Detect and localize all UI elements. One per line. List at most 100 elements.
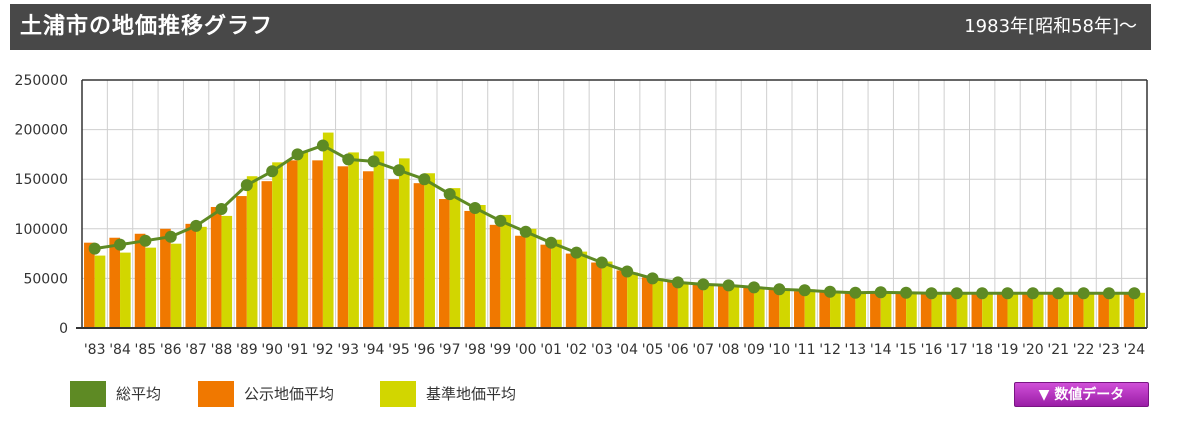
bar-public: [489, 224, 501, 328]
x-tick-label: '19: [997, 342, 1019, 358]
bar-public: [895, 293, 907, 328]
bar-standard: [1058, 292, 1069, 328]
numeric-data-button[interactable]: ▼ 数値データ: [1014, 382, 1149, 407]
x-tick-label: '06: [667, 342, 689, 358]
point-total-average: [316, 139, 329, 152]
bar-public: [794, 291, 805, 328]
bar-standard: [627, 272, 638, 328]
x-tick-label: '84: [109, 342, 131, 358]
x-tick-label: '95: [388, 342, 410, 358]
x-tick-label: '97: [439, 342, 461, 358]
point-total-average: [976, 287, 989, 300]
x-tick-label: '93: [337, 342, 359, 358]
point-total-average: [190, 219, 203, 232]
x-tick-label: '17: [946, 342, 968, 358]
bar-standard: [398, 158, 410, 328]
bar-standard: [779, 288, 790, 328]
bar-public: [515, 235, 526, 328]
x-tick-label: '04: [616, 342, 638, 358]
bar-standard: [500, 214, 512, 328]
x-tick-label: '08: [718, 342, 740, 358]
x-tick-label: '07: [692, 342, 714, 358]
bar-standard: [652, 278, 664, 328]
y-tick-label: 0: [59, 321, 68, 337]
x-tick-label: '15: [895, 342, 917, 358]
point-total-average: [215, 202, 228, 215]
point-total-average: [545, 236, 558, 249]
bar-public: [337, 166, 349, 328]
point-total-average: [367, 155, 380, 168]
bar-standard: [601, 261, 613, 328]
point-total-average: [950, 287, 963, 300]
point-total-average: [697, 278, 710, 291]
x-tick-label: '91: [287, 342, 309, 358]
point-total-average: [1077, 287, 1090, 300]
point-total-average: [798, 284, 811, 297]
bar-public: [210, 206, 222, 328]
bar-standard: [753, 287, 765, 328]
bar-standard: [348, 152, 359, 328]
x-tick-label: '22: [1073, 342, 1095, 358]
point-total-average: [874, 286, 887, 299]
bar-public: [312, 160, 323, 328]
bar-public: [1098, 293, 1109, 328]
bar-public: [464, 210, 476, 328]
bar-public: [1047, 293, 1059, 328]
bar-standard: [703, 285, 714, 328]
point-total-average: [671, 276, 684, 289]
bar-standard: [551, 239, 562, 328]
point-total-average: [1026, 287, 1039, 300]
bar-standard: [424, 173, 435, 328]
point-total-average: [773, 283, 786, 296]
point-total-average: [139, 234, 152, 247]
bar-standard: [221, 215, 233, 328]
x-tick-label: '12: [819, 342, 841, 358]
bar-public: [641, 277, 653, 328]
point-total-average: [722, 279, 735, 292]
point-total-average: [342, 153, 355, 166]
x-tick-label: '16: [921, 342, 943, 358]
point-total-average: [443, 188, 456, 201]
bar-public: [692, 283, 704, 328]
legend-label-total-average: 総平均: [116, 385, 162, 403]
bar-public: [768, 289, 780, 328]
point-total-average: [164, 230, 177, 243]
bar-standard: [120, 252, 131, 328]
point-total-average: [88, 242, 101, 255]
bar-standard: [728, 286, 740, 328]
x-tick-label: '92: [312, 342, 334, 358]
bar-public: [388, 179, 399, 328]
bar-standard: [677, 283, 689, 328]
point-total-average: [266, 165, 279, 178]
point-total-average: [392, 164, 405, 177]
x-tick-label: '03: [591, 342, 613, 358]
x-tick-label: '23: [1098, 342, 1120, 358]
bar-standard: [196, 226, 207, 328]
bar-standard: [525, 228, 537, 328]
bar-public: [996, 293, 1008, 328]
bar-standard: [576, 251, 588, 328]
point-total-average: [621, 265, 634, 278]
bar-standard: [145, 247, 157, 328]
x-tick-label: '13: [845, 342, 867, 358]
legend-label-public-price: 公示地価平均: [244, 385, 335, 403]
point-total-average: [114, 238, 127, 251]
bar-public: [743, 286, 754, 328]
point-total-average: [1001, 287, 1014, 300]
y-tick-label: 50000: [23, 271, 68, 287]
bar-standard: [297, 151, 309, 328]
page-title: 土浦市の地価推移グラフ: [20, 14, 274, 39]
x-tick-label: '96: [413, 342, 435, 358]
y-tick-label: 150000: [15, 172, 68, 188]
bar-standard: [830, 291, 841, 328]
bar-public: [1022, 293, 1033, 328]
bar-public: [185, 223, 197, 328]
x-tick-label: '01: [540, 342, 562, 358]
date-range-label: 1983年[昭和58年]～: [964, 16, 1137, 37]
x-tick-label: '20: [1022, 342, 1044, 358]
point-total-average: [824, 285, 837, 298]
bar-standard: [880, 291, 892, 328]
point-total-average: [900, 286, 913, 299]
bar-standard: [906, 292, 917, 328]
